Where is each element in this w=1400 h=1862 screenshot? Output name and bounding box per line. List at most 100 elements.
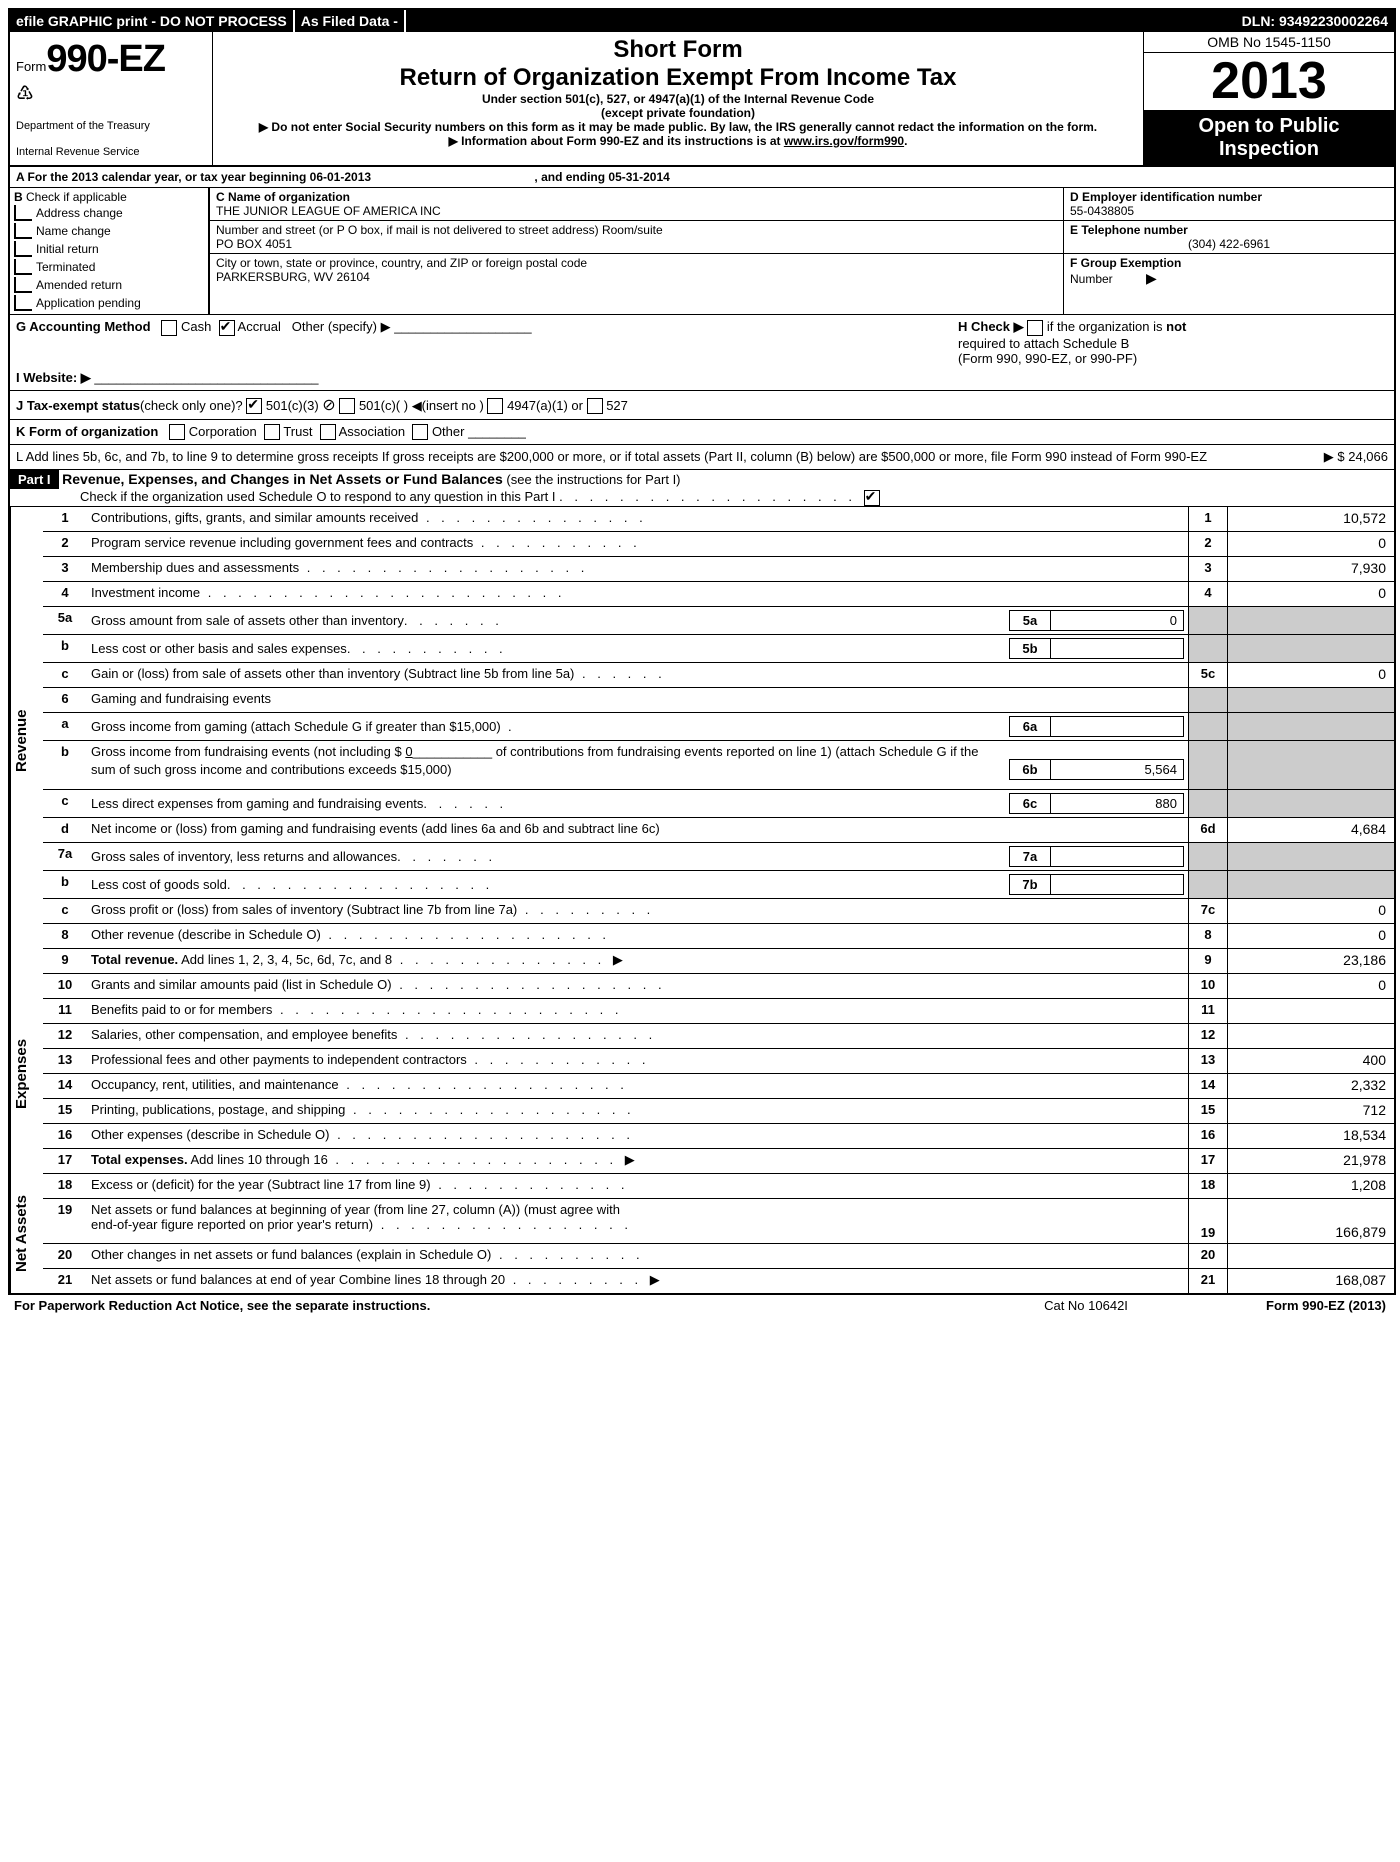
line-4: 4 Investment income . . . . . . . . . . … <box>43 582 1394 607</box>
h-text2: if the organization is <box>1047 319 1163 334</box>
c-name: C Name of organization THE JUNIOR LEAGUE… <box>210 188 1063 221</box>
j-label: J Tax-exempt status <box>16 398 140 413</box>
expenses-section: Expenses 10 Grants and similar amounts p… <box>10 974 1394 1174</box>
part1-check-text: Check if the organization used Schedule … <box>80 489 556 504</box>
section-bcdef: B Check if applicable Address change Nam… <box>10 188 1394 315</box>
cb-pending[interactable]: Application pending <box>14 294 204 312</box>
notice-2-link[interactable]: www.irs.gov/form990 <box>784 134 904 148</box>
subtitle-1: Under section 501(c), 527, or 4947(a)(1)… <box>223 92 1133 106</box>
line-7b: b Less cost of goods sold . . . . . . . … <box>43 871 1394 899</box>
cb-schedule-o[interactable] <box>864 490 880 506</box>
subtitle-2: (except private foundation) <box>223 106 1133 120</box>
line-6b: b Gross income from fundraising events (… <box>43 741 1394 790</box>
h-check: H Check ▶ if the organization is not req… <box>958 319 1388 366</box>
g-other: Other (specify) ▶ <box>292 319 391 334</box>
row-a-end: , and ending 05-31-2014 <box>534 170 669 184</box>
f-label2: Number <box>1070 272 1113 286</box>
dln: DLN: 93492230002264 <box>1236 10 1394 32</box>
b-label: B <box>14 190 23 204</box>
g-label: G Accounting Method <box>16 319 151 334</box>
notice-2-text: ▶ Information about Form 990-EZ and its … <box>449 134 784 148</box>
line-20: 20 Other changes in net assets or fund b… <box>43 1244 1394 1269</box>
line-13: 13 Professional fees and other payments … <box>43 1049 1394 1074</box>
e-value: (304) 422-6961 <box>1070 237 1388 251</box>
header-center: Short Form Return of Organization Exempt… <box>213 32 1143 165</box>
top-bar: efile GRAPHIC print - DO NOT PROCESS As … <box>10 10 1394 32</box>
col-b: B Check if applicable Address change Nam… <box>10 188 210 314</box>
cb-terminated[interactable]: Terminated <box>14 258 204 276</box>
header-right: OMB No 1545-1150 2013 Open to Public Ins… <box>1143 32 1394 165</box>
line-12: 12 Salaries, other compensation, and emp… <box>43 1024 1394 1049</box>
c-name-value: THE JUNIOR LEAGUE OF AMERICA INC <box>216 204 1057 218</box>
open-line1: Open to Public <box>1148 115 1390 138</box>
form-990ez: efile GRAPHIC print - DO NOT PROCESS As … <box>8 8 1396 1295</box>
cb-4947[interactable] <box>487 398 503 414</box>
notice-2: ▶ Information about Form 990-EZ and its … <box>223 134 1133 148</box>
c-city-label: City or town, state or province, country… <box>216 256 1057 270</box>
dept-irs: Internal Revenue Service <box>16 146 206 158</box>
cb-501c[interactable] <box>339 398 355 414</box>
form-number: 990-EZ <box>46 38 165 80</box>
cb-assoc[interactable] <box>320 424 336 440</box>
row-a: A For the 2013 calendar year, or tax yea… <box>10 167 1394 188</box>
notice-1: ▶ Do not enter Social Security numbers o… <box>223 120 1133 134</box>
col-def: D Employer identification number 55-0438… <box>1063 188 1394 314</box>
cb-initial-return[interactable]: Initial return <box>14 240 204 258</box>
cb-cash[interactable] <box>161 320 177 336</box>
line-7c: c Gross profit or (loss) from sales of i… <box>43 899 1394 924</box>
e-phone: E Telephone number (304) 422-6961 <box>1064 221 1394 254</box>
line-10: 10 Grants and similar amounts paid (list… <box>43 974 1394 999</box>
line-6a: a Gross income from gaming (attach Sched… <box>43 713 1394 741</box>
cb-address-change[interactable]: Address change <box>14 204 204 222</box>
f-label: F Group Exemption <box>1070 256 1181 270</box>
line-19: 19 Net assets or fund balances at beginn… <box>43 1199 1394 1244</box>
d-value: 55-0438805 <box>1070 204 1388 218</box>
b-hint: Check if applicable <box>26 190 127 204</box>
row-i: I Website: ▶ ___________________________… <box>10 366 1394 391</box>
cb-name-change[interactable]: Name change <box>14 222 204 240</box>
line-6c: c Less direct expenses from gaming and f… <box>43 790 1394 818</box>
cb-corp[interactable] <box>169 424 185 440</box>
line-18: 18 Excess or (deficit) for the year (Sub… <box>43 1174 1394 1199</box>
line-6: 6 Gaming and fundraising events <box>43 688 1394 713</box>
revenue-section: Revenue 1 Contributions, gifts, grants, … <box>10 507 1394 974</box>
omb-number: OMB No 1545-1150 <box>1144 32 1394 53</box>
line-16: 16 Other expenses (describe in Schedule … <box>43 1124 1394 1149</box>
j-hint: (check only one)? <box>140 398 243 413</box>
c-street-value: PO BOX 4051 <box>216 237 1057 251</box>
j-o2hint: ◀(insert no ) <box>412 398 484 413</box>
cb-trust[interactable] <box>264 424 280 440</box>
part1-header: Part I Revenue, Expenses, and Changes in… <box>10 470 1394 507</box>
c-city-value: PARKERSBURG, WV 26104 <box>216 270 1057 284</box>
c-name-label: C Name of organization <box>216 190 1057 204</box>
row-j: J Tax-exempt status(check only one)? 501… <box>10 391 1394 420</box>
cb-schedule-b[interactable] <box>1027 320 1043 336</box>
i-label: I Website: ▶ <box>16 370 91 385</box>
f-group: F Group Exemption Number ▶ <box>1064 254 1394 314</box>
open-to-public: Open to Public Inspection <box>1144 111 1394 165</box>
cb-527[interactable] <box>587 398 603 414</box>
line-6d: d Net income or (loss) from gaming and f… <box>43 818 1394 843</box>
j-o4: 527 <box>606 398 628 413</box>
row-a-begin: A For the 2013 calendar year, or tax yea… <box>16 170 371 184</box>
form-prefix: Form <box>16 59 46 74</box>
line-7a: 7a Gross sales of inventory, less return… <box>43 843 1394 871</box>
h-label: H Check ▶ <box>958 319 1024 334</box>
line-8: 8 Other revenue (describe in Schedule O)… <box>43 924 1394 949</box>
net-assets-section: Net Assets 18 Excess or (deficit) for th… <box>10 1174 1394 1293</box>
line-5b: b Less cost or other basis and sales exp… <box>43 635 1394 663</box>
part1-title: Revenue, Expenses, and Changes in Net As… <box>62 471 503 487</box>
k-trust: Trust <box>283 424 312 439</box>
j-o2: 501(c)( ) <box>359 398 408 413</box>
dept-treasury: Department of the Treasury <box>16 120 206 132</box>
cb-501c3[interactable] <box>246 398 262 414</box>
cb-accrual[interactable] <box>219 320 235 336</box>
k-label: K Form of organization <box>16 424 158 439</box>
footer: For Paperwork Reduction Act Notice, see … <box>8 1295 1392 1316</box>
cb-amended[interactable]: Amended return <box>14 276 204 294</box>
row-l: L Add lines 5b, 6c, and 7b, to line 9 to… <box>10 445 1394 470</box>
open-line2: Inspection <box>1148 138 1390 161</box>
j-o1: 501(c)(3) <box>266 398 319 413</box>
recycle-icon: ♳ <box>16 81 206 106</box>
cb-other[interactable] <box>412 424 428 440</box>
